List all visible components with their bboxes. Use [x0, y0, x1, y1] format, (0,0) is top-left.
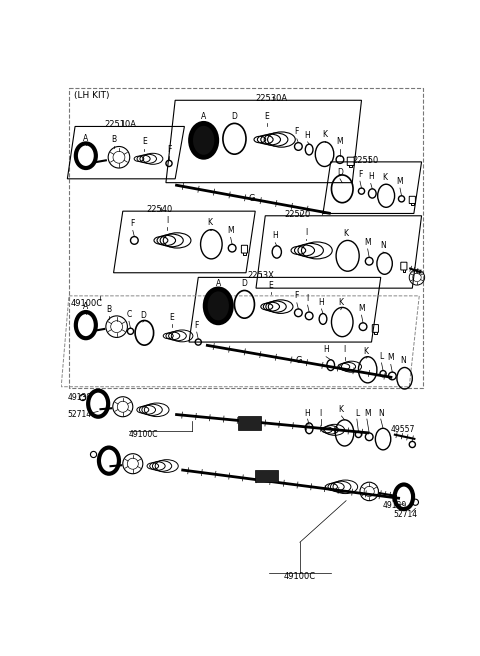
Text: 22550: 22550 — [352, 155, 379, 165]
Text: A: A — [83, 134, 88, 142]
Text: B: B — [107, 304, 111, 314]
Text: 22530A: 22530A — [255, 94, 288, 103]
Text: H: H — [304, 409, 310, 417]
Text: G: G — [295, 356, 301, 365]
Text: 49139: 49139 — [383, 501, 408, 510]
Text: 22510A: 22510A — [104, 120, 136, 129]
Text: A: A — [216, 279, 221, 288]
Text: G: G — [249, 194, 255, 203]
Text: A: A — [83, 302, 88, 311]
Text: F: F — [295, 291, 299, 300]
Text: D: D — [241, 279, 247, 288]
Text: F: F — [131, 219, 135, 228]
Text: L: L — [379, 352, 384, 361]
Text: H: H — [272, 232, 278, 240]
Text: D: D — [140, 311, 146, 319]
Text: 52714: 52714 — [394, 510, 418, 519]
Text: E: E — [170, 313, 174, 322]
Text: K: K — [207, 218, 212, 228]
Text: C: C — [126, 310, 132, 319]
Text: H: H — [319, 298, 324, 306]
Text: H: H — [323, 345, 329, 354]
Text: N: N — [380, 241, 386, 250]
Text: 49100C: 49100C — [71, 299, 103, 308]
Text: E: E — [268, 281, 273, 290]
Text: K: K — [364, 347, 369, 356]
Text: I: I — [305, 228, 307, 237]
Text: (LH KIT): (LH KIT) — [73, 91, 109, 100]
Text: M: M — [365, 409, 371, 417]
Polygon shape — [255, 470, 278, 482]
Text: K: K — [338, 405, 343, 415]
Ellipse shape — [205, 289, 231, 323]
Ellipse shape — [191, 123, 217, 157]
Text: B: B — [111, 135, 116, 144]
Text: I: I — [319, 409, 322, 417]
Text: E: E — [264, 112, 269, 121]
Text: F: F — [194, 321, 199, 330]
Text: M: M — [228, 226, 234, 235]
Text: 49100C: 49100C — [284, 571, 316, 581]
Text: M: M — [387, 353, 394, 362]
Text: 52714: 52714 — [67, 410, 92, 419]
Text: N: N — [400, 356, 406, 365]
Text: M: M — [336, 138, 343, 146]
Text: E: E — [142, 138, 147, 146]
Text: F: F — [295, 127, 299, 136]
Text: 2253X: 2253X — [248, 271, 275, 280]
Text: K: K — [382, 173, 387, 182]
Text: 22540: 22540 — [146, 205, 172, 214]
Text: A: A — [201, 112, 206, 121]
Text: N: N — [378, 409, 384, 417]
Text: K: K — [322, 130, 327, 139]
Text: L: L — [355, 409, 360, 417]
Text: K: K — [344, 229, 348, 238]
Text: K: K — [338, 298, 343, 308]
Text: F: F — [167, 145, 171, 154]
Text: M: M — [358, 304, 365, 313]
Text: M: M — [396, 176, 403, 186]
Text: F: F — [358, 170, 362, 179]
Text: D: D — [337, 167, 343, 176]
Text: 49557: 49557 — [391, 425, 415, 434]
Polygon shape — [238, 416, 262, 430]
Text: M: M — [364, 237, 371, 247]
Text: D: D — [231, 112, 238, 121]
Text: I: I — [306, 294, 309, 303]
Text: I: I — [343, 345, 346, 354]
Text: H: H — [305, 131, 311, 140]
Text: 49139: 49139 — [67, 393, 92, 402]
Text: I: I — [167, 216, 168, 225]
Text: H: H — [368, 172, 373, 181]
Text: 22520: 22520 — [285, 210, 311, 218]
Text: 49100C: 49100C — [129, 430, 158, 439]
